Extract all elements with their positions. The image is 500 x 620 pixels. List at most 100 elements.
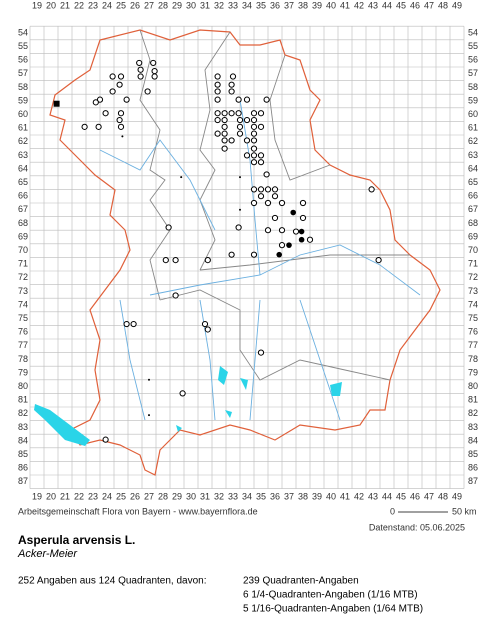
occurrence-open bbox=[221, 145, 228, 152]
occurrence-open bbox=[235, 110, 242, 117]
row-label: 85 bbox=[18, 449, 28, 459]
row-label: 63 bbox=[18, 150, 28, 160]
column-label: 37 bbox=[284, 491, 294, 501]
occurrence-open bbox=[81, 123, 88, 130]
column-label: 36 bbox=[270, 0, 280, 10]
occurrence-open bbox=[144, 88, 151, 95]
column-label: 39 bbox=[312, 491, 322, 501]
column-label: 46 bbox=[410, 491, 420, 501]
occurrence-open bbox=[221, 123, 228, 130]
column-label: 20 bbox=[46, 0, 56, 10]
occurrence-open bbox=[278, 242, 286, 249]
row-label: 69 bbox=[468, 231, 478, 241]
occurrence-open bbox=[236, 130, 244, 137]
column-label: 22 bbox=[74, 0, 84, 10]
row-label: 84 bbox=[18, 435, 28, 445]
river bbox=[99, 99, 421, 421]
row-label: 83 bbox=[468, 422, 478, 432]
row-label: 62 bbox=[18, 136, 28, 146]
occurrence-open bbox=[117, 73, 125, 80]
column-label: 42 bbox=[354, 0, 364, 10]
row-label: 86 bbox=[468, 463, 478, 473]
occurrence-open bbox=[92, 99, 99, 106]
column-label: 28 bbox=[158, 491, 168, 501]
occurrence-open bbox=[150, 59, 157, 67]
row-label: 75 bbox=[18, 313, 28, 323]
occurrence-open bbox=[243, 116, 251, 124]
column-label: 22 bbox=[74, 491, 84, 501]
occurrence-open bbox=[250, 116, 258, 124]
occurrence-open bbox=[299, 199, 307, 207]
occurrence-open bbox=[250, 159, 258, 166]
row-label: 61 bbox=[468, 123, 478, 133]
occurrence-open bbox=[236, 123, 244, 130]
row-label: 57 bbox=[468, 68, 478, 78]
occurrence-open bbox=[214, 116, 221, 124]
occurrence-dot bbox=[239, 176, 241, 179]
column-label: 48 bbox=[438, 491, 448, 501]
occurrence-open bbox=[243, 152, 251, 159]
row-label: 63 bbox=[468, 150, 478, 160]
occurrence-open bbox=[117, 110, 125, 117]
footer: Arbeitsgemeinschaft Flora von Bayern - w… bbox=[18, 506, 258, 516]
occurrence-open bbox=[102, 436, 109, 443]
occurrence-open bbox=[136, 59, 143, 67]
row-label: 55 bbox=[18, 41, 28, 51]
row-label: 59 bbox=[468, 95, 478, 105]
occurrence-open bbox=[257, 349, 265, 356]
occurrence-open bbox=[292, 228, 300, 235]
occurrence-open bbox=[172, 257, 179, 264]
row-label: 54 bbox=[18, 27, 28, 37]
occurrence-open bbox=[214, 96, 221, 103]
column-label: 28 bbox=[158, 0, 168, 10]
occurrence-open bbox=[109, 73, 116, 80]
title: Asperula arvensis L. bbox=[18, 533, 135, 547]
row-label: 82 bbox=[18, 408, 28, 418]
occurrence-open bbox=[264, 227, 272, 234]
row-label: 76 bbox=[468, 327, 478, 337]
column-label: 31 bbox=[200, 0, 210, 10]
row-label: 73 bbox=[468, 286, 478, 296]
occurrence-open bbox=[165, 224, 172, 231]
row-label: 74 bbox=[468, 299, 478, 309]
row-label: 85 bbox=[468, 449, 478, 459]
occurrence-open bbox=[257, 110, 265, 117]
column-label: 27 bbox=[144, 491, 154, 501]
occurrence-open bbox=[123, 96, 130, 103]
occurrence-open bbox=[278, 227, 286, 234]
occurrence-filled bbox=[298, 236, 305, 243]
column-label: 43 bbox=[368, 491, 378, 501]
column-label: 44 bbox=[382, 0, 392, 10]
column-label: 46 bbox=[410, 0, 420, 10]
row-label: 69 bbox=[18, 231, 28, 241]
column-label: 24 bbox=[102, 0, 112, 10]
row-label: 59 bbox=[18, 95, 28, 105]
column-label: 23 bbox=[88, 491, 98, 501]
occurrence-open bbox=[221, 116, 228, 124]
occurrence-dot bbox=[180, 176, 183, 179]
row-label: 68 bbox=[18, 218, 28, 228]
row-label: 71 bbox=[18, 259, 28, 269]
occurrence-open bbox=[368, 186, 375, 193]
row-label: 61 bbox=[18, 123, 28, 133]
occurrence-open bbox=[271, 214, 279, 222]
column-label: 21 bbox=[60, 491, 70, 501]
occurrence-open bbox=[263, 171, 270, 178]
column-label: 49 bbox=[452, 491, 462, 501]
column-label: 31 bbox=[200, 491, 210, 501]
occurrence-filled bbox=[298, 228, 305, 235]
occurrence-dot bbox=[148, 378, 150, 381]
occurrence-open bbox=[264, 199, 272, 207]
occurrence-open bbox=[257, 193, 265, 200]
legend-item: 6 1/4-Quadranten-Angaben (1/16 MTB) bbox=[243, 590, 418, 601]
occurrence-open bbox=[250, 123, 258, 130]
column-label: 47 bbox=[424, 0, 434, 10]
row-label: 80 bbox=[468, 381, 478, 391]
column-label: 38 bbox=[298, 491, 308, 501]
row-label: 55 bbox=[468, 41, 478, 51]
column-label: 30 bbox=[186, 0, 196, 10]
row-label: 72 bbox=[18, 272, 28, 282]
column-label: 35 bbox=[256, 0, 266, 10]
occurrence-open bbox=[278, 199, 286, 207]
